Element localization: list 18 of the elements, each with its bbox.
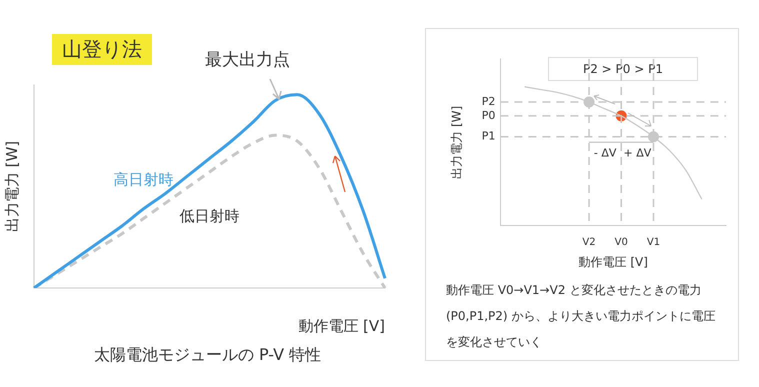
annotation: + ΔV: [623, 146, 652, 160]
ref-line-label: P0: [482, 108, 496, 122]
text: 最大出力点: [205, 49, 290, 71]
y-axis-title: 出力電力 [W]: [449, 106, 464, 179]
x-tick-label: V0: [614, 237, 628, 248]
series-label: 低日射時: [180, 206, 240, 225]
ref-line-label: P2: [482, 94, 496, 108]
text: 動作電圧 V0→V1→V2 と変化させたときの電力 (P0,P1,P2) から、より大きい電力ポイントに電圧を変化させていく: [446, 282, 716, 351]
chart-title: 山登り法: [52, 34, 152, 65]
annotation: - ΔV: [594, 146, 617, 160]
ref-line-label: P1: [482, 130, 496, 143]
series-label: 高日射時: [114, 170, 174, 189]
text: 太陽電池モジュールの P-V 特性: [92, 345, 322, 366]
y-axis-title: 出力電力 [W]: [2, 140, 21, 232]
x-axis-title: 動作電圧 [V]: [578, 254, 648, 269]
x-axis-title: 動作電圧 [V]: [298, 316, 385, 335]
x-tick-label: V1: [646, 237, 660, 248]
x-tick-label: V2: [582, 237, 596, 248]
